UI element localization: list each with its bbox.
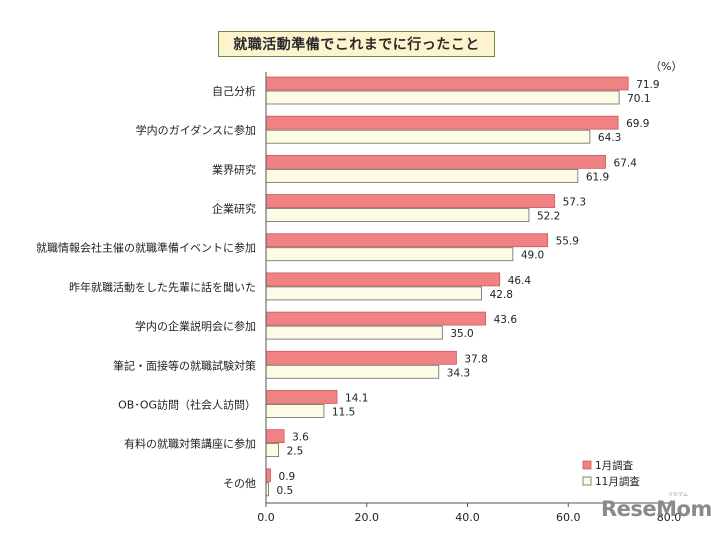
bar-jan (265, 350, 457, 365)
data-label: 0.9 (279, 471, 296, 483)
category-label: 企業研究 (212, 202, 256, 216)
bar-jan (265, 115, 619, 130)
legend-label: 11月調査 (595, 475, 640, 488)
bar-nov (265, 90, 620, 105)
data-label: 43.6 (494, 314, 518, 326)
bar-nov (265, 129, 591, 144)
data-label: 14.1 (345, 392, 368, 404)
category-label: 自己分析 (212, 84, 256, 98)
data-label: 42.8 (490, 289, 513, 301)
data-label: 70.1 (627, 93, 650, 105)
bar-jan (265, 154, 606, 169)
category-label: 業界研究 (212, 162, 256, 176)
category-label: 筆記・面接等の就職試験対策 (113, 358, 256, 372)
resemom-logo: ReseMom (601, 497, 711, 521)
data-label: 0.5 (277, 485, 294, 497)
data-label: 49.0 (521, 250, 544, 262)
data-label: 35.0 (450, 328, 473, 340)
data-label: 55.9 (556, 236, 579, 248)
data-label: 61.9 (586, 171, 609, 183)
bar-nov (265, 364, 440, 379)
legend-label: 1月調査 (595, 459, 634, 472)
unit-label: （%） (650, 60, 683, 73)
bar-nov (265, 404, 325, 418)
legend-swatch (582, 460, 592, 470)
data-label: 37.8 (464, 353, 487, 365)
data-label: 11.5 (332, 406, 355, 418)
bar-jan (265, 194, 556, 208)
data-label: 2.5 (287, 446, 304, 458)
bar-jan (265, 468, 271, 483)
bar-nov (265, 208, 530, 222)
category-label: 就職情報会社主催の就職準備イベントに参加 (36, 241, 256, 255)
bar-jan (265, 233, 548, 248)
bar-nov (265, 443, 279, 458)
data-label: 69.9 (626, 118, 649, 130)
category-label: 有料の就職対策講座に参加 (124, 437, 256, 451)
bar-jan (265, 76, 629, 91)
x-tick-label: 20.0 (355, 511, 380, 524)
bar-jan (265, 429, 285, 444)
bar-nov (265, 247, 514, 262)
bar-nov (265, 286, 483, 301)
data-label: 3.6 (292, 432, 309, 444)
category-label: その他 (223, 477, 256, 490)
x-tick-label: 0.0 (257, 511, 275, 524)
category-label: 昨年就職活動をした先輩に話を聞いた (69, 280, 256, 294)
category-label: OB･OG訪問（社会人訪問） (118, 397, 256, 411)
x-tick-label: 80.0 (657, 511, 682, 524)
legend-swatch (582, 476, 592, 486)
bar-jan (265, 272, 501, 287)
chart-title: 就職活動準備でこれまでに行ったこと (218, 31, 495, 57)
bar-jan (265, 390, 338, 404)
data-label: 52.2 (537, 211, 560, 223)
x-tick-label: 60.0 (556, 511, 581, 524)
x-tick-label: 40.0 (455, 511, 480, 524)
data-label: 64.3 (598, 132, 621, 144)
bar-nov (265, 325, 443, 340)
data-label: 71.9 (636, 79, 659, 91)
watermark-small: リセマム (668, 492, 689, 498)
data-label: 34.3 (447, 367, 470, 379)
data-label: 46.4 (508, 275, 532, 287)
data-label: 67.4 (614, 157, 638, 169)
bar-jan (265, 311, 487, 326)
category-label: 学内のガイダンスに参加 (136, 123, 256, 137)
bar-nov (265, 168, 579, 183)
data-label: 57.3 (563, 197, 586, 209)
category-label: 学内の企業説明会に参加 (135, 319, 256, 333)
